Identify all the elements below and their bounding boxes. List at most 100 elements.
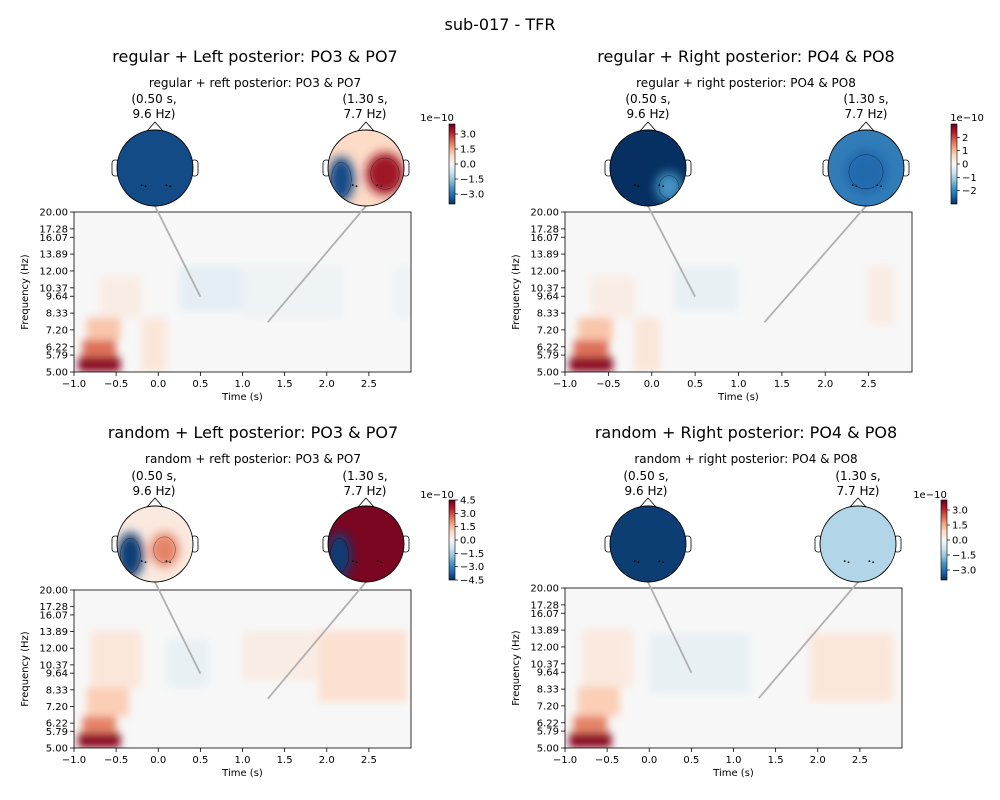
x-tick-label: 0.5 bbox=[687, 379, 703, 390]
y-tick-label: 13.89 bbox=[39, 627, 68, 638]
y-tick-label: 9.64 bbox=[46, 669, 68, 680]
colorbar-tick-label: 1 bbox=[962, 146, 968, 157]
y-tick-label: 8.33 bbox=[46, 685, 68, 696]
colorbar-tick-label: 4.5 bbox=[460, 496, 476, 507]
colorbar-tick-label: −1.5 bbox=[460, 175, 484, 186]
heatmap-patch bbox=[673, 266, 739, 311]
y-tick-label: 8.33 bbox=[537, 309, 559, 320]
topomap-sensor bbox=[351, 560, 354, 562]
colorbar-tick-label: −2 bbox=[962, 186, 977, 197]
panel-title: regular + Right posterior: PO4 & PO8 bbox=[597, 47, 894, 66]
y-tick-label: 5.00 bbox=[46, 368, 68, 379]
y-tick-label: 17.28 bbox=[530, 224, 559, 235]
topomap-connector bbox=[267, 581, 367, 700]
x-tick-label: 2.5 bbox=[861, 379, 877, 390]
colorbar-exponent: 1e−10 bbox=[420, 490, 454, 501]
topomap-label-time: (1.30 s, bbox=[843, 92, 888, 106]
y-tick-label: 13.89 bbox=[530, 626, 559, 637]
colorbar-exponent: 1e−10 bbox=[420, 113, 454, 124]
topomap-sensor bbox=[165, 184, 168, 187]
heatmap-patch bbox=[569, 732, 612, 748]
heatmap-patch bbox=[78, 356, 121, 372]
x-tick-label: 2.5 bbox=[852, 755, 868, 766]
x-tick-label: −1.0 bbox=[553, 755, 577, 766]
y-tick-label: 9.64 bbox=[537, 668, 559, 679]
x-axis-label: Time (s) bbox=[221, 392, 263, 403]
topomap-label-freq: 9.6 Hz) bbox=[627, 107, 670, 121]
topomap-nose bbox=[849, 497, 867, 508]
topomap-field bbox=[117, 130, 193, 206]
y-tick-label: 6.22 bbox=[46, 342, 68, 353]
topomap-label-time: (0.50 s, bbox=[131, 92, 176, 106]
heatmap-patch bbox=[809, 633, 894, 702]
topomap-nose bbox=[639, 121, 657, 132]
x-tick-label: 2.0 bbox=[319, 379, 335, 390]
topomap-outline bbox=[609, 129, 687, 207]
heatmap-patch bbox=[82, 339, 117, 357]
heatmap-patch bbox=[573, 715, 608, 733]
topomap-label-time: (1.30 s, bbox=[835, 469, 880, 483]
heatmap-patch bbox=[578, 317, 613, 340]
topomap-sensor bbox=[380, 561, 383, 564]
y-tick-label: 12.00 bbox=[530, 642, 559, 653]
heatmap-cells bbox=[569, 629, 894, 748]
topomap-label-freq: 9.6 Hz) bbox=[625, 484, 668, 498]
topomap-nose bbox=[357, 121, 375, 132]
topomap-sensor bbox=[880, 185, 883, 188]
heatmap-patch bbox=[242, 630, 319, 682]
y-tick-label: 20.00 bbox=[39, 208, 68, 219]
y-tick-label: 10.37 bbox=[530, 283, 559, 294]
heatmap-patch bbox=[82, 716, 117, 734]
x-tick-label: 2.0 bbox=[810, 755, 826, 766]
topomap-connector bbox=[763, 205, 867, 323]
topomap-label-freq: 9.6 Hz) bbox=[133, 107, 176, 121]
y-tick-label: 12.00 bbox=[39, 266, 68, 277]
tfr-panel: random + Left posterior: PO3 & PO7 random… bbox=[20, 423, 484, 779]
topomap-sensor bbox=[847, 561, 850, 564]
topomap-sensor bbox=[662, 185, 665, 188]
y-tick-label: 10.37 bbox=[39, 283, 68, 294]
colorbar-tick-label: −3.0 bbox=[460, 562, 484, 573]
y-tick-label: 17.28 bbox=[39, 224, 68, 235]
topomap-nose bbox=[146, 121, 164, 132]
topomap-nose bbox=[146, 497, 164, 508]
topomap-sensor bbox=[140, 184, 143, 187]
y-tick-label: 6.22 bbox=[537, 718, 559, 729]
topomap-sensor bbox=[876, 184, 879, 187]
y-tick-label: 20.00 bbox=[39, 586, 68, 597]
topomap-connector bbox=[647, 205, 696, 298]
x-tick-label: 1.0 bbox=[726, 755, 742, 766]
heatmap-patch bbox=[581, 629, 633, 687]
y-tick-label: 16.07 bbox=[39, 233, 68, 244]
x-axis-label: Time (s) bbox=[221, 768, 263, 779]
topomap-sensor bbox=[662, 561, 665, 564]
colorbar-tick-label: −3.0 bbox=[952, 566, 976, 577]
y-tick-label: 5.79 bbox=[46, 727, 68, 738]
y-tick-label: 20.00 bbox=[530, 208, 559, 219]
y-tick-label: 17.28 bbox=[530, 600, 559, 611]
topomap-blob bbox=[150, 532, 179, 567]
x-tick-label: 1.0 bbox=[235, 755, 251, 766]
topomap-sensor bbox=[144, 561, 147, 564]
topomap-nose bbox=[357, 497, 375, 508]
topomap-connector bbox=[758, 581, 859, 699]
panel-subtitle: random + reft posterior: PO3 & PO7 bbox=[145, 452, 361, 466]
x-tick-label: −0.5 bbox=[595, 755, 619, 766]
y-tick-label: 20.00 bbox=[530, 584, 559, 595]
topomap-contour bbox=[658, 175, 680, 199]
heatmap-patch bbox=[649, 633, 751, 694]
x-tick-label: −1.0 bbox=[553, 379, 577, 390]
topomap-label-freq: 9.6 Hz) bbox=[133, 484, 176, 498]
colorbar-tick-label: 0 bbox=[962, 160, 968, 171]
x-axis-label: Time (s) bbox=[712, 768, 754, 779]
heatmap-cells bbox=[78, 630, 407, 748]
y-axis-label: Frequency (Hz) bbox=[511, 254, 522, 330]
colorbar bbox=[940, 499, 948, 581]
topomap-head bbox=[604, 497, 692, 583]
topomap-sensor bbox=[658, 560, 661, 562]
x-tick-label: 2.5 bbox=[361, 755, 377, 766]
y-axis-label: Frequency (Hz) bbox=[511, 630, 522, 706]
y-tick-label: 9.64 bbox=[46, 292, 68, 303]
colorbar-tick-label: 3.0 bbox=[952, 506, 968, 517]
